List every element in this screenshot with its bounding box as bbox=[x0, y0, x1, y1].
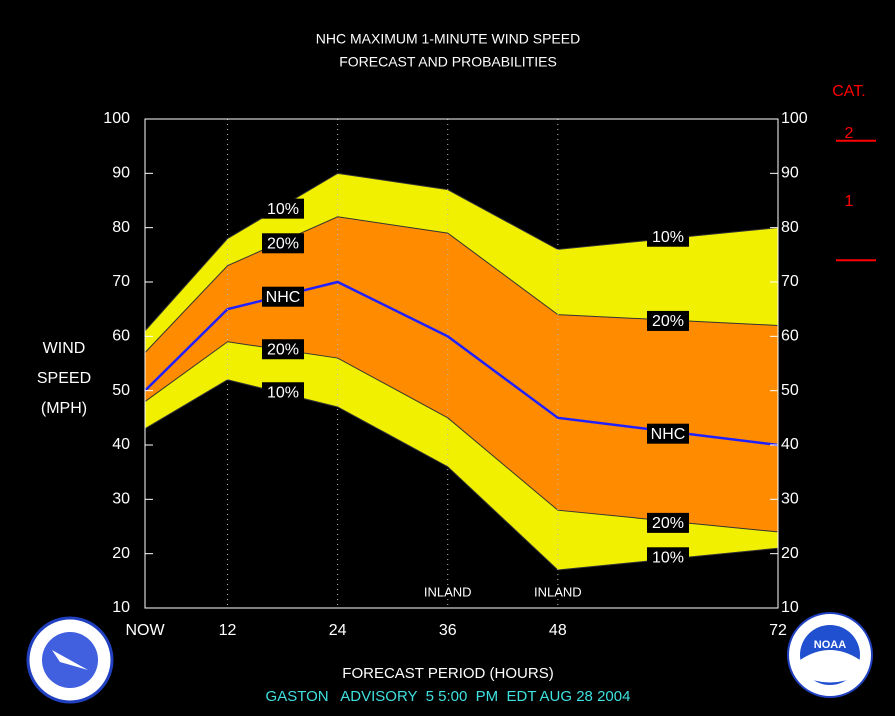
y-tick-label: 90 bbox=[112, 165, 130, 182]
y-tick-label: 80 bbox=[112, 219, 130, 236]
band-label: 20% bbox=[652, 515, 684, 532]
y2-tick-label: 70 bbox=[781, 273, 799, 290]
category-title: CAT. bbox=[832, 83, 865, 100]
band-label: 20% bbox=[267, 236, 299, 253]
band-label: NHC bbox=[651, 426, 686, 443]
y2-tick-label: 80 bbox=[781, 219, 799, 236]
y-tick-label: 70 bbox=[112, 273, 130, 290]
noaa-logo-text: NOAA bbox=[814, 639, 846, 651]
y-tick-label: 100 bbox=[103, 110, 130, 127]
y-tick-label: 20 bbox=[112, 545, 130, 562]
band-label-box bbox=[647, 310, 689, 331]
band-label: 20% bbox=[267, 341, 299, 358]
x-tick-label: 48 bbox=[549, 622, 567, 639]
x-tick-label: 36 bbox=[439, 622, 457, 639]
y-tick-label: 40 bbox=[112, 436, 130, 453]
band-label-box bbox=[262, 286, 304, 307]
x-tick-label: 24 bbox=[329, 622, 347, 639]
y2-tick-label: 10 bbox=[781, 599, 799, 616]
band-label: NHC bbox=[266, 289, 301, 306]
band-edge bbox=[144, 341, 779, 533]
category-level: 2 bbox=[845, 125, 854, 142]
band-label: 10% bbox=[652, 550, 684, 567]
nws-logo bbox=[26, 616, 114, 704]
band-label-box bbox=[262, 198, 304, 219]
y-tick-label: 60 bbox=[112, 328, 130, 345]
band-label-box bbox=[647, 423, 689, 444]
band-label: 10% bbox=[267, 384, 299, 401]
y2-tick-label: 60 bbox=[781, 328, 799, 345]
noaa-logo: NOAA bbox=[787, 612, 873, 698]
band-label-box bbox=[262, 382, 304, 403]
band-label-box bbox=[262, 339, 304, 360]
band-label-box bbox=[647, 512, 689, 533]
y2-tick-label: 100 bbox=[781, 110, 808, 127]
x-tick-label: 12 bbox=[219, 622, 237, 639]
band-label-box bbox=[647, 226, 689, 247]
y-axis-label: SPEED bbox=[37, 370, 91, 387]
chart-title: NHC MAXIMUM 1-MINUTE WIND SPEED bbox=[316, 31, 580, 47]
plot-frame bbox=[144, 118, 779, 609]
category-level: 1 bbox=[845, 193, 854, 210]
y-axis-label: (MPH) bbox=[41, 400, 87, 417]
y-axis-label: WIND bbox=[43, 340, 86, 357]
band-edge bbox=[144, 379, 779, 571]
y-tick-label: 50 bbox=[112, 382, 130, 399]
band-label: 20% bbox=[652, 313, 684, 330]
annotation: INLAND bbox=[424, 584, 472, 599]
band-edge bbox=[144, 172, 779, 332]
band-label-box bbox=[262, 233, 304, 254]
y2-tick-label: 40 bbox=[781, 436, 799, 453]
y-tick-label: 30 bbox=[112, 491, 130, 508]
y2-tick-label: 50 bbox=[781, 382, 799, 399]
annotation: INLAND bbox=[534, 584, 582, 599]
x-tick-label: NOW bbox=[125, 622, 165, 639]
y-tick-label: 10 bbox=[112, 599, 130, 616]
y2-tick-label: 90 bbox=[781, 165, 799, 182]
band-label: 10% bbox=[267, 201, 299, 218]
x-tick-label: 72 bbox=[769, 622, 787, 639]
band-label-box bbox=[647, 547, 689, 568]
band-label: 10% bbox=[652, 229, 684, 246]
band-edge bbox=[144, 216, 779, 353]
chart-subtitle: FORECAST AND PROBABILITIES bbox=[339, 54, 557, 70]
forecast-line bbox=[144, 280, 779, 447]
y2-tick-label: 20 bbox=[781, 545, 799, 562]
y2-tick-label: 30 bbox=[781, 491, 799, 508]
footer: GASTON ADVISORY 5 5:00 PM EDT AUG 28 200… bbox=[266, 688, 631, 705]
x-axis-label: FORECAST PERIOD (HOURS) bbox=[342, 665, 553, 682]
